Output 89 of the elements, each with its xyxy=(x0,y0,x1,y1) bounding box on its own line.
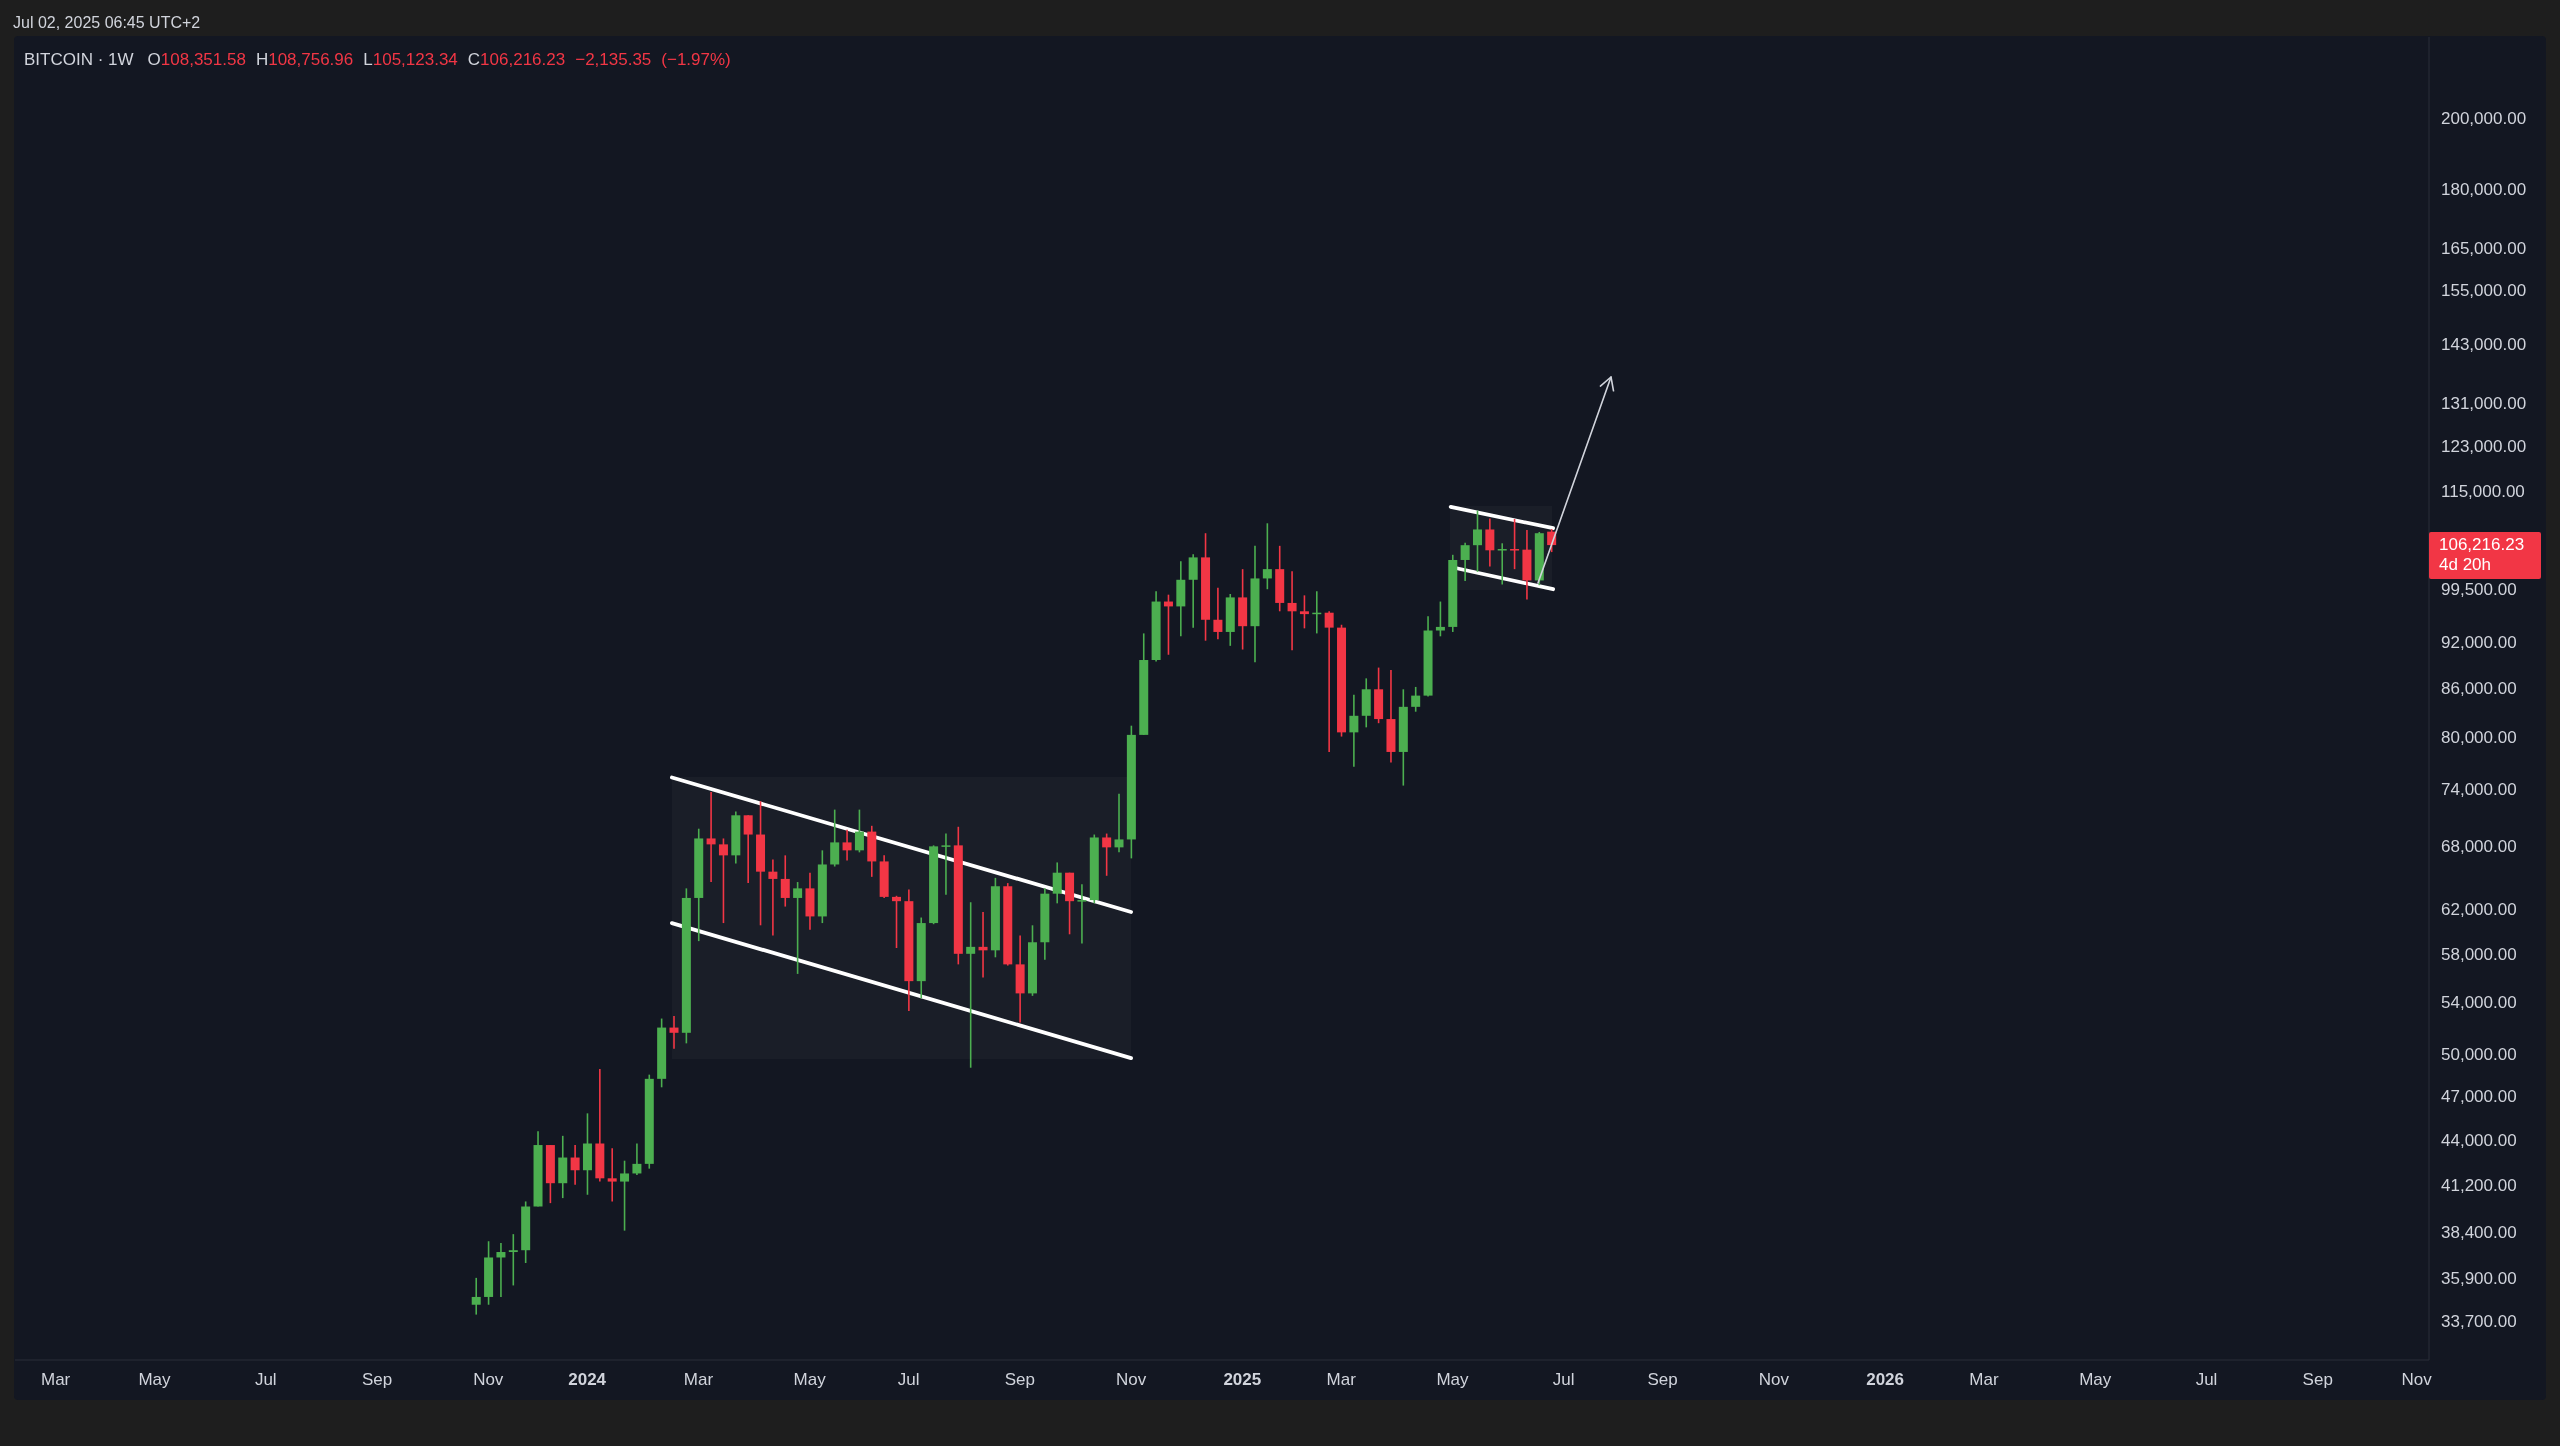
candlestick xyxy=(1411,686,1421,713)
y-tick-label: 143,000.00 xyxy=(2441,335,2527,355)
candlestick xyxy=(1435,600,1445,638)
candlestick xyxy=(706,791,716,883)
text: 106,216.23 4d 20h xyxy=(2439,535,2526,576)
x-tick-label: Sep xyxy=(1647,1370,1678,1390)
candlestick xyxy=(1460,541,1470,582)
candlestick xyxy=(966,901,976,1069)
candlestick xyxy=(1497,542,1507,586)
candlestick xyxy=(1287,570,1297,652)
candlestick xyxy=(941,832,951,896)
candlestick xyxy=(892,895,902,949)
candlestick xyxy=(1324,610,1334,753)
candlestick xyxy=(780,854,790,908)
text: BITCOIN · 1W xyxy=(24,50,134,70)
candlestick xyxy=(830,808,840,868)
candlestick xyxy=(496,1242,506,1298)
candlestick xyxy=(1349,694,1359,768)
candlestick xyxy=(570,1144,580,1186)
x-tick-label: Jul xyxy=(2195,1370,2218,1390)
candlestick xyxy=(1077,883,1087,945)
x-tick-label: May xyxy=(2079,1370,2112,1390)
y-tick-label: 155,000.00 xyxy=(2441,280,2527,300)
text: O108,351.58 H108,756.96 L105,123.34 C106,216.23 −2,135.35 (−1.97%) xyxy=(147,50,731,69)
candlestick xyxy=(1102,832,1112,877)
x-tick-label: Nov xyxy=(2401,1370,2433,1390)
y-tick-label: 74,000.00 xyxy=(2441,780,2517,800)
candlestick xyxy=(793,881,803,975)
x-tick-label: Nov xyxy=(1115,1370,1147,1390)
candlestick xyxy=(607,1147,617,1203)
y-tick-label: 62,000.00 xyxy=(2441,899,2517,919)
y-tick-label: 99,500.00 xyxy=(2441,580,2517,600)
y-tick-label: 123,000.00 xyxy=(2441,437,2527,457)
x-tick-label: May xyxy=(793,1370,827,1390)
candlestick xyxy=(1114,793,1124,854)
y-tick-label: 115,000.00 xyxy=(2441,482,2525,502)
y-tick-label: 92,000.00 xyxy=(2441,633,2517,653)
y-tick-label: 33,700.00 xyxy=(2441,1311,2517,1331)
candlestick xyxy=(471,1277,481,1316)
candlestick xyxy=(842,828,852,862)
x-tick-label: Sep xyxy=(2302,1370,2333,1390)
y-tick-label: 68,000.00 xyxy=(2441,837,2517,857)
y-tick-label: 47,000.00 xyxy=(2441,1086,2517,1106)
candlestick xyxy=(1052,861,1062,905)
candlestick xyxy=(669,1015,679,1050)
y-tick-label: 41,200.00 xyxy=(2441,1175,2517,1195)
y-tick-label: 50,000.00 xyxy=(2441,1045,2517,1065)
y-tick-label: 54,000.00 xyxy=(2441,993,2517,1013)
candlestick xyxy=(743,814,753,884)
x-tick-label: Mar xyxy=(683,1370,714,1390)
candlestick xyxy=(620,1159,630,1232)
x-tick-label: 2025 xyxy=(1223,1370,1262,1390)
y-tick-label: 80,000.00 xyxy=(2441,727,2517,747)
x-tick-label: Nov xyxy=(473,1370,504,1390)
x-tick-label: 2024 xyxy=(568,1370,607,1390)
x-tick-label: May xyxy=(138,1370,172,1390)
x-tick-label: Jul xyxy=(1552,1370,1575,1390)
candlestick xyxy=(718,837,728,924)
y-tick-label: 180,000.00 xyxy=(2441,179,2527,199)
x-tick-label: Sep xyxy=(1004,1370,1035,1390)
candlestick xyxy=(1472,509,1482,573)
candlestick xyxy=(768,858,778,937)
x-tick-label: Mar xyxy=(40,1370,71,1390)
x-tick-label: Jul xyxy=(897,1370,920,1390)
candlestick xyxy=(1262,522,1272,591)
y-tick-label: 38,400.00 xyxy=(2441,1223,2517,1243)
x-tick-label: Jul xyxy=(254,1370,277,1390)
text: Jul 02, 2025 06:45 UTC+2 xyxy=(13,13,201,33)
x-tick-label: Mar xyxy=(1969,1370,1999,1390)
candlestick xyxy=(632,1142,642,1176)
x-tick-label: Nov xyxy=(1758,1370,1790,1390)
candlestick xyxy=(1188,553,1198,629)
y-tick-label: 44,000.00 xyxy=(2441,1131,2517,1151)
x-tick-label: May xyxy=(1436,1370,1469,1390)
y-tick-label: 131,000.00 xyxy=(2441,394,2527,414)
y-tick-label: 200,000.00 xyxy=(2441,108,2527,128)
candlestick xyxy=(1213,587,1223,641)
x-tick-label: Mar xyxy=(1326,1370,1357,1390)
y-tick-label: 165,000.00 xyxy=(2441,238,2527,258)
y-tick-label: 86,000.00 xyxy=(2441,678,2517,698)
y-tick-label: 58,000.00 xyxy=(2441,944,2517,964)
y-tick-label: 35,900.00 xyxy=(2441,1268,2517,1288)
candlestick xyxy=(1485,517,1495,568)
candlestick xyxy=(1510,518,1520,570)
candlestick xyxy=(854,808,864,854)
x-tick-label: Sep xyxy=(361,1370,393,1390)
candlestick xyxy=(508,1233,518,1287)
x-tick-label: 2026 xyxy=(1866,1370,1905,1390)
candlestick xyxy=(1299,594,1309,630)
